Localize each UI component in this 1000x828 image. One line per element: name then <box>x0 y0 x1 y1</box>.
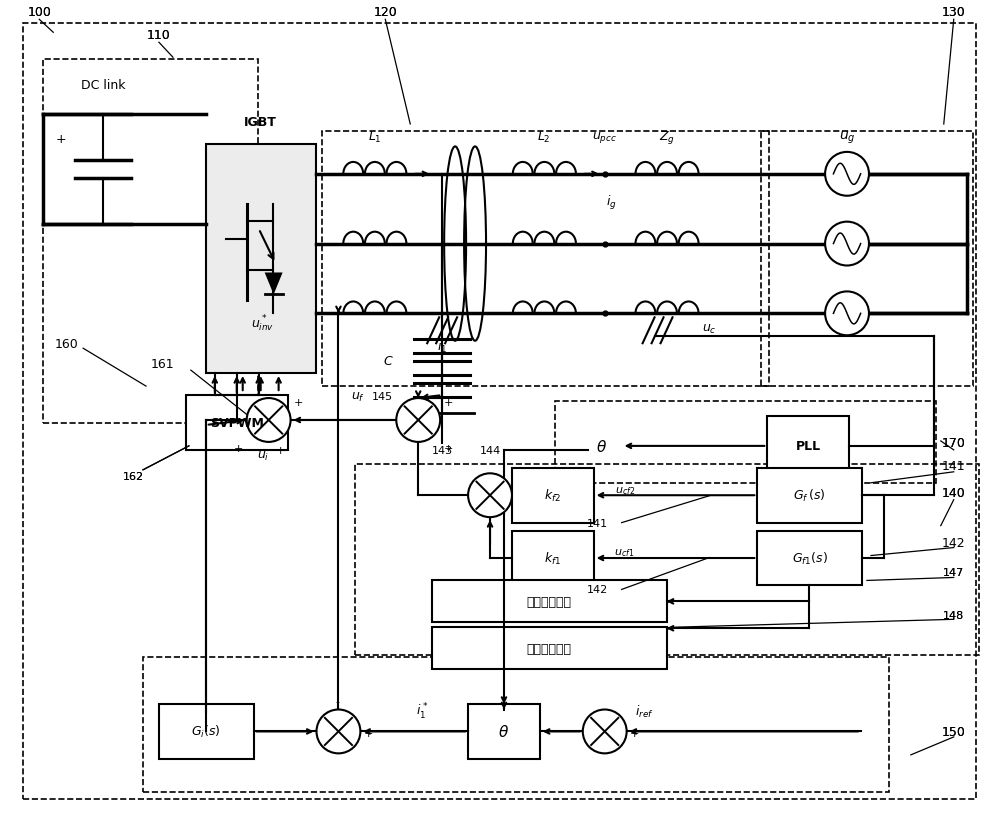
Text: 130: 130 <box>942 6 966 19</box>
Circle shape <box>317 710 360 753</box>
Text: C: C <box>384 354 393 368</box>
Bar <box>555 402 936 484</box>
Text: $u_{cf2}$: $u_{cf2}$ <box>615 484 635 496</box>
Text: 162: 162 <box>122 471 144 481</box>
Text: $i^*_1$: $i^*_1$ <box>416 701 428 721</box>
Circle shape <box>468 474 512 518</box>
Text: 110: 110 <box>147 29 171 41</box>
Bar <box>143 657 889 792</box>
Text: 144: 144 <box>479 445 501 455</box>
Text: $k_{f1}$: $k_{f1}$ <box>544 551 561 566</box>
Text: 142: 142 <box>587 585 608 595</box>
Circle shape <box>825 152 869 196</box>
Text: $G_i(s)$: $G_i(s)$ <box>191 724 221 739</box>
Text: 147: 147 <box>943 568 964 578</box>
Bar <box>512 531 594 585</box>
Text: +: + <box>630 729 639 739</box>
Text: $u_c$: $u_c$ <box>702 322 717 335</box>
Text: 140: 140 <box>942 487 966 499</box>
Text: 162: 162 <box>122 471 144 481</box>
Text: $\theta$: $\theta$ <box>498 724 510 739</box>
Text: +: + <box>234 443 243 454</box>
Text: 150: 150 <box>942 725 966 739</box>
Bar <box>468 704 540 759</box>
Text: 频率确定单元: 频率确定单元 <box>527 595 572 608</box>
Text: $i_1$: $i_1$ <box>437 339 447 355</box>
Text: 161: 161 <box>151 357 175 370</box>
Text: 143: 143 <box>432 445 453 455</box>
Text: 120: 120 <box>373 6 397 19</box>
Text: DC link: DC link <box>81 79 125 92</box>
Text: IGBT: IGBT <box>244 117 277 129</box>
Text: $u_f$: $u_f$ <box>351 390 365 403</box>
Text: 148: 148 <box>943 610 964 620</box>
Text: $L_2$: $L_2$ <box>537 130 551 145</box>
Text: +: + <box>364 729 373 739</box>
Text: $G_{f1}(s)$: $G_{f1}(s)$ <box>792 551 828 566</box>
Bar <box>512 469 594 523</box>
Text: $i_g$: $i_g$ <box>606 194 617 211</box>
Text: -: - <box>335 696 339 706</box>
Bar <box>432 628 667 669</box>
Text: +: + <box>443 443 453 454</box>
Text: 100: 100 <box>27 6 51 19</box>
Text: 145: 145 <box>372 392 393 402</box>
Text: 130: 130 <box>942 6 966 19</box>
Text: +: + <box>56 133 67 147</box>
Bar <box>757 469 862 523</box>
Text: $u_{cf1}$: $u_{cf1}$ <box>614 547 635 559</box>
Polygon shape <box>265 273 283 295</box>
Text: 170: 170 <box>942 437 966 450</box>
Circle shape <box>825 292 869 336</box>
Circle shape <box>247 398 291 442</box>
Text: $L_1$: $L_1$ <box>368 130 381 145</box>
Circle shape <box>396 398 440 442</box>
Text: $i_{ref}$: $i_{ref}$ <box>635 703 654 720</box>
Text: 信号提起单元: 信号提起单元 <box>527 642 572 655</box>
Circle shape <box>825 223 869 266</box>
Text: +: + <box>294 397 303 407</box>
Bar <box>322 132 769 387</box>
Text: $\theta$: $\theta$ <box>596 438 607 455</box>
Text: 170: 170 <box>942 437 966 450</box>
Bar <box>432 580 667 623</box>
Text: 160: 160 <box>54 337 78 350</box>
Bar <box>159 704 254 759</box>
Text: 110: 110 <box>147 29 171 41</box>
Text: 120: 120 <box>373 6 397 19</box>
Text: 141: 141 <box>587 518 608 528</box>
Text: $Z_g$: $Z_g$ <box>659 129 675 147</box>
Text: 142: 142 <box>942 537 966 550</box>
Text: +: + <box>443 397 453 407</box>
Text: 141: 141 <box>942 460 966 473</box>
Circle shape <box>583 710 627 753</box>
Bar <box>757 531 862 585</box>
Text: SVPWM: SVPWM <box>210 416 264 430</box>
Text: 100: 100 <box>27 6 51 19</box>
Bar <box>186 396 288 450</box>
Text: PLL: PLL <box>796 440 821 453</box>
Text: $k_{f2}$: $k_{f2}$ <box>544 488 561 503</box>
Bar <box>767 416 849 476</box>
Text: +: + <box>276 445 285 455</box>
Text: 148: 148 <box>943 610 964 620</box>
Bar <box>206 145 316 373</box>
Text: $u^*_{inv}$: $u^*_{inv}$ <box>251 314 274 334</box>
Text: $u_i$: $u_i$ <box>257 450 269 463</box>
Bar <box>43 60 258 423</box>
Bar <box>761 132 973 387</box>
Text: 147: 147 <box>943 568 964 578</box>
Text: $G_f\,(s)$: $G_f\,(s)$ <box>793 488 826 503</box>
Text: 140: 140 <box>942 487 966 499</box>
Bar <box>355 465 979 656</box>
Text: 150: 150 <box>942 725 966 739</box>
Text: $u_g$: $u_g$ <box>839 130 855 146</box>
Text: $u_{pcc}$: $u_{pcc}$ <box>592 130 617 145</box>
